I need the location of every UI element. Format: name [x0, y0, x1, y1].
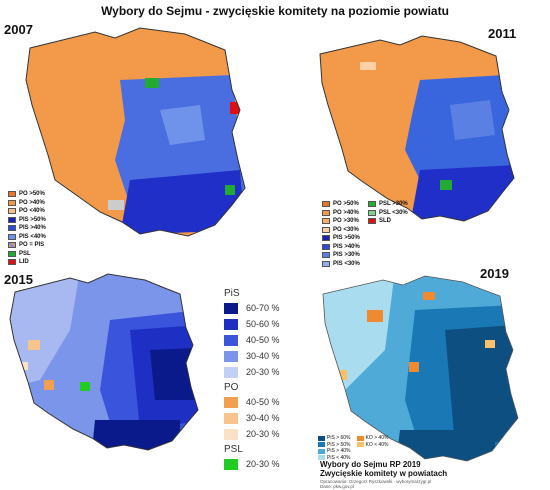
legend-swatch [8, 199, 16, 206]
legend-2011: PO >50% PO >40% PO >30% PO <30% PIS >50%… [322, 200, 360, 268]
legend-item: KO > 40% [356, 435, 388, 442]
legend-2011-right: PSL >30% PSL <30% SLD [368, 200, 408, 226]
legend-item: PIS <40% [8, 233, 46, 242]
legend-swatch [224, 428, 238, 440]
legend-swatch [8, 208, 16, 215]
legend-swatch [322, 201, 330, 208]
legend-item: PO >40% [322, 209, 360, 218]
legend-group-title: PSL [224, 444, 243, 455]
credit-source: Dane: pkw.gov.pl [320, 484, 354, 489]
legend-swatch [224, 412, 238, 424]
legend-item: 40-50 % [224, 394, 280, 410]
legend-swatch [318, 448, 325, 454]
year-label-2015: 2015 [4, 272, 33, 287]
credit-author: Opracowanie: Grzegorz Ryszkowski · wybor… [320, 479, 432, 484]
legend-item: 20-30 % [224, 426, 280, 442]
legend-swatch [224, 318, 238, 330]
legend-item: PiS > 50% [318, 442, 351, 449]
legend-swatch [8, 225, 16, 232]
legend-item: 40-50 % [224, 332, 280, 348]
legend-item: PO >40% [8, 199, 46, 208]
legend-item: KO < 40% [356, 442, 388, 449]
legend-item: PO = PIS [8, 241, 46, 250]
legend-item: LID [8, 258, 46, 267]
legend-item: PO >30% [322, 217, 360, 226]
legend-group-title: PO [224, 382, 239, 393]
map-2007 [25, 27, 246, 237]
legend-item: PSL <30% [368, 209, 408, 218]
legend-swatch [224, 350, 238, 362]
map-2015 [9, 273, 199, 451]
legend-swatch [224, 366, 238, 378]
legend-item: PiS < 40% [318, 455, 351, 462]
legend-swatch [322, 260, 330, 267]
legend-item: PiS > 40% [318, 448, 351, 455]
legend-swatch [8, 216, 16, 223]
legend-swatch [322, 226, 330, 233]
legend-item: PO <30% [322, 226, 360, 235]
legend-swatch [322, 252, 330, 259]
legend-item: PIS >30% [322, 251, 360, 260]
legend-swatch [356, 435, 364, 441]
legend-swatch [224, 458, 238, 470]
legend-item: 50-60 % [224, 316, 280, 332]
legend-2019: PiS > 60% PiS > 50% PiS > 40% PiS < 40% … [318, 435, 388, 461]
legend-item: PIS >40% [8, 224, 46, 233]
page-title: Wybory do Sejmu - zwycięskie komitety na… [101, 4, 449, 18]
legend-item: 20-30 % [224, 456, 280, 472]
legend-item: PSL >30% [368, 200, 408, 209]
legend-swatch [8, 250, 16, 257]
legend-swatch [322, 209, 330, 216]
legend-swatch [322, 243, 330, 250]
year-label-2007: 2007 [4, 22, 33, 37]
credit-title: Wybory do Sejmu RP 2019 [320, 460, 421, 469]
credit-subtitle: Zwycięskie komitety w powiatach [320, 469, 448, 478]
legend-item: PO <40% [8, 207, 46, 216]
legend-item: PIS >40% [322, 243, 360, 252]
legend-swatch [368, 201, 376, 208]
legend-2007: PO >50% PO >40% PO <40% PIS >50% PIS >40… [8, 190, 46, 267]
legend-item: 20-30 % [224, 364, 280, 380]
legend-group-title: PiS [224, 288, 240, 299]
legend-item: 60-70 % [224, 300, 280, 316]
map-2011 [319, 35, 515, 222]
legend-swatch [318, 442, 325, 448]
year-label-2019: 2019 [480, 266, 509, 281]
legend-swatch [224, 302, 238, 314]
legend-swatch [318, 455, 325, 461]
legend-item: PO >50% [322, 200, 360, 209]
legend-swatch [322, 218, 330, 225]
legend-swatch [368, 218, 376, 225]
legend-item: PIS <30% [322, 260, 360, 269]
legend-swatch [368, 209, 376, 216]
legend-item: PIS >50% [8, 216, 46, 225]
legend-item: PiS > 60% [318, 435, 351, 442]
legend-swatch [322, 235, 330, 242]
legend-item: 30-40 % [224, 410, 280, 426]
legend-swatch [8, 259, 16, 266]
year-label-2011: 2011 [488, 26, 517, 41]
legend-item: PO >50% [8, 190, 46, 199]
legend-swatch [8, 233, 16, 240]
legend-swatch [356, 442, 364, 448]
legend-swatch [8, 191, 16, 198]
legend-2015: PiS 60-70 % 50-60 % 40-50 % 30-40 % 20-3… [224, 286, 280, 472]
legend-item: SLD [368, 217, 408, 226]
legend-swatch [318, 435, 325, 441]
map-2019 [322, 275, 519, 462]
legend-swatch [8, 242, 16, 249]
legend-swatch [224, 334, 238, 346]
legend-item: PSL [8, 250, 46, 259]
legend-item: 30-40 % [224, 348, 280, 364]
legend-item: PIS >50% [322, 234, 360, 243]
legend-swatch [224, 396, 238, 408]
